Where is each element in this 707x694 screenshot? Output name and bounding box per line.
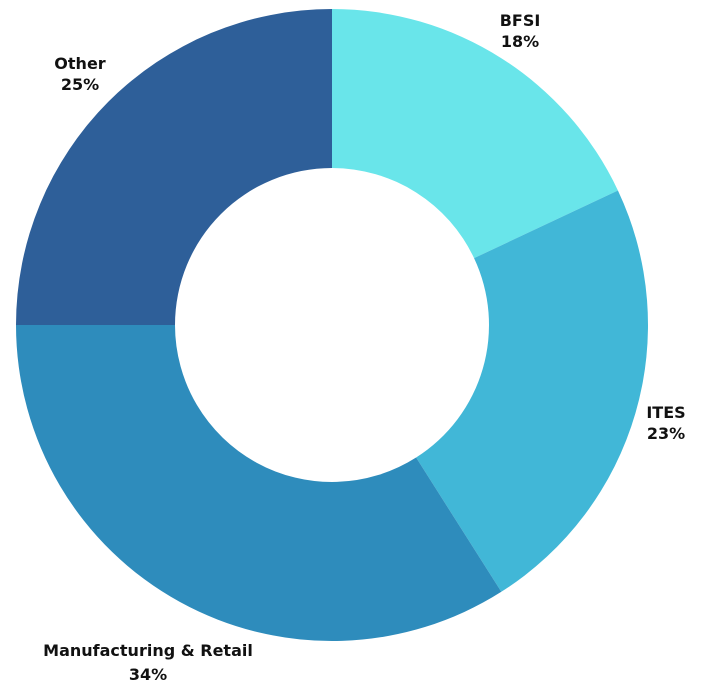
category-label-bfsi: BFSI [500, 11, 541, 30]
label-bfsi: BFSI 18% [500, 11, 541, 51]
slice-other [16, 9, 332, 325]
value-label-other: 25% [61, 75, 99, 94]
label-ites: ITES 23% [646, 403, 685, 443]
category-label-other: Other [54, 54, 105, 73]
value-label-bfsi: 18% [501, 32, 539, 51]
label-manufacturing-retail: Manufacturing & Retail 34% [43, 641, 253, 684]
value-label-ites: 23% [647, 424, 685, 443]
category-label-manufacturing-retail: Manufacturing & Retail [43, 641, 253, 660]
slice-ites [416, 190, 648, 592]
donut-slices [16, 9, 648, 641]
label-other: Other 25% [54, 54, 105, 94]
value-label-manufacturing-retail: 34% [129, 665, 167, 684]
slice-manufacturing-retail [16, 325, 502, 641]
slice-bfsi [332, 9, 618, 259]
category-label-ites: ITES [646, 403, 685, 422]
